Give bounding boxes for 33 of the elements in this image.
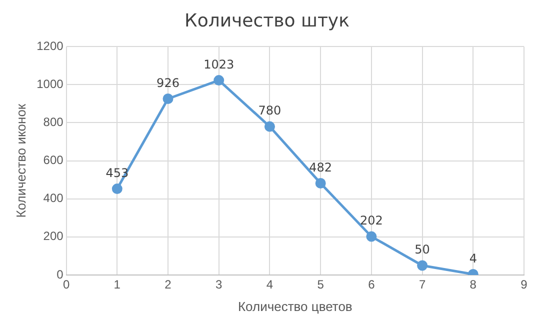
x-tick-label: 5 [317, 278, 324, 292]
point [366, 231, 377, 242]
y-tick-label: 600 [43, 153, 64, 168]
x-axis-title: Количество цветов [238, 298, 352, 314]
y-tick-label: 1200 [36, 38, 64, 53]
x-tick-label: 9 [520, 278, 528, 292]
data-label: 50 [414, 242, 430, 257]
point [112, 184, 122, 194]
point [214, 75, 224, 86]
data-label: 4 [469, 251, 477, 266]
y-tick-label: 1000 [36, 76, 64, 91]
x-tick-label: 8 [470, 278, 477, 292]
y-tick-label: 400 [43, 191, 64, 206]
chart-title: Количество штук [184, 10, 350, 32]
point [264, 121, 275, 132]
data-label: 482 [309, 160, 332, 174]
data-label: 780 [258, 104, 282, 118]
x-tick-label: 7 [418, 278, 426, 292]
x-tick-label: 6 [368, 278, 376, 292]
x-tick-label: 1 [114, 278, 121, 292]
point [417, 260, 428, 271]
y-axis-title: Количество иконок [13, 104, 28, 218]
y-tick-label: 0 [56, 267, 64, 282]
y-tick-label: 200 [43, 229, 64, 244]
x-tick-label: 2 [164, 278, 172, 292]
data-label: 1023 [204, 57, 234, 72]
data-label: 202 [360, 214, 383, 228]
point [315, 178, 326, 189]
x-tick-label: 4 [266, 278, 274, 292]
y-tick-label: 800 [43, 115, 64, 130]
point [162, 94, 174, 104]
data-label: 926 [156, 76, 180, 90]
x-tick-label: 3 [216, 278, 223, 292]
